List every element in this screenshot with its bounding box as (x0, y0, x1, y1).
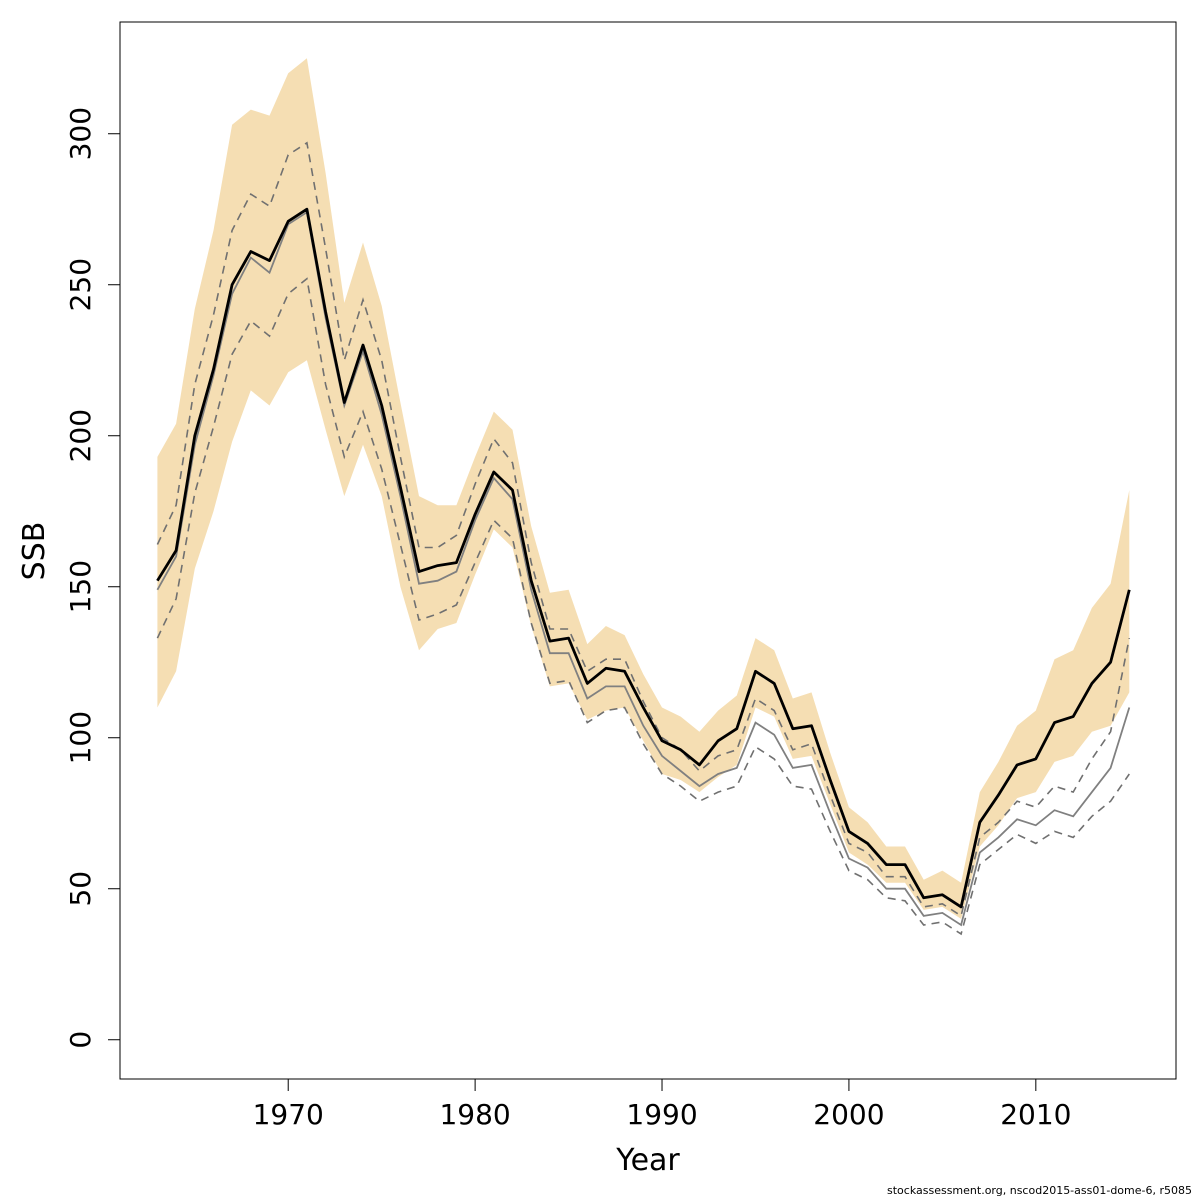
y-tick-label-0: 0 (64, 1031, 97, 1049)
x-tick-label-2000: 2000 (813, 1098, 884, 1131)
y-axis: 0 50 100 150 200 250 300 (64, 107, 120, 1049)
ssb-estimate-line (156, 207, 1131, 909)
y-tick-label-200: 200 (64, 409, 97, 462)
estimate-line (156, 207, 1131, 909)
x-tick-label-1990: 1990 (626, 1098, 697, 1131)
x-tick-label-2010: 2010 (1000, 1098, 1071, 1131)
retro-upper-dashed-line (156, 141, 1131, 918)
y-tick-label-300: 300 (64, 107, 97, 160)
x-axis: 1970 1980 1990 2000 2010 (253, 1079, 1071, 1131)
confidence-band (157, 58, 1130, 919)
x-tick-label-1970: 1970 (253, 1098, 324, 1131)
y-tick-label-150: 150 (64, 560, 97, 613)
x-axis-title: Year (615, 1143, 680, 1178)
y-tick-label-50: 50 (64, 871, 97, 907)
footer-credit: stockassessment.org, nscod2015-ass01-dom… (887, 1184, 1192, 1197)
y-tick-label-100: 100 (64, 711, 97, 764)
x-tick-label-1980: 1980 (439, 1098, 510, 1131)
confidence-band-area (157, 58, 1130, 919)
plot-frame (119, 21, 1177, 1080)
retro-lower-dashed-line (156, 277, 1130, 936)
y-axis-title: SSB (17, 522, 52, 581)
y-tick-label-250: 250 (64, 258, 97, 311)
